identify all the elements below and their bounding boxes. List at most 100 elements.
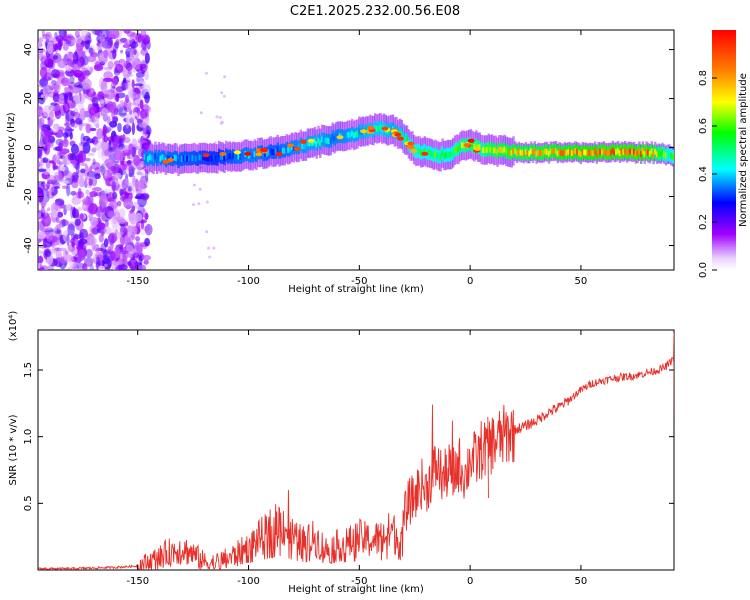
ridge-core bbox=[221, 154, 224, 160]
ridge-core bbox=[590, 149, 593, 156]
noise-speck bbox=[212, 246, 216, 250]
ridge-core bbox=[356, 131, 359, 137]
ridge-core bbox=[283, 147, 286, 154]
noise-blob bbox=[58, 171, 62, 182]
noise-blob bbox=[132, 175, 136, 188]
noise-blob bbox=[71, 171, 79, 184]
ridge-core bbox=[248, 152, 251, 159]
noise-blob bbox=[38, 42, 43, 48]
noise-blob bbox=[65, 65, 72, 72]
noise-blob bbox=[104, 149, 112, 157]
noise-blob bbox=[114, 41, 120, 49]
snr-x-axis-title: Height of straight line (km) bbox=[288, 584, 424, 595]
noise-blob bbox=[73, 69, 83, 78]
noise-blob bbox=[44, 72, 52, 81]
noise-blob bbox=[71, 241, 75, 248]
noise-blob bbox=[79, 228, 88, 239]
ridge-core bbox=[179, 156, 182, 163]
ridge-core bbox=[294, 143, 297, 150]
ridge-core bbox=[627, 148, 630, 155]
noise-blob bbox=[89, 69, 93, 74]
noise-blob bbox=[57, 39, 62, 51]
ridge-core bbox=[634, 150, 637, 157]
x-tick-label: -100 bbox=[237, 276, 260, 287]
noise-blob bbox=[50, 104, 55, 111]
noise-blob bbox=[51, 245, 58, 253]
noise-blob bbox=[139, 99, 144, 110]
noise-blob bbox=[139, 108, 148, 120]
ridge-core bbox=[313, 138, 317, 145]
ridge-hotspot bbox=[474, 147, 481, 151]
noise-blob bbox=[85, 87, 96, 98]
ridge-core bbox=[429, 150, 432, 157]
noise-speck bbox=[205, 200, 209, 204]
noise-blob bbox=[90, 161, 101, 171]
noise-blob bbox=[133, 154, 141, 166]
snr-plot: -150 -100 -50 0 50 0.5 1.0 1.5 Height of straig… bbox=[8, 311, 675, 595]
ridge-core bbox=[189, 155, 193, 162]
noise-blob bbox=[42, 157, 48, 164]
noise-blob bbox=[123, 234, 132, 246]
noise-blob bbox=[79, 108, 87, 121]
noise-blob bbox=[118, 105, 128, 118]
ridge-core bbox=[319, 140, 322, 147]
noise-blob bbox=[124, 178, 129, 187]
snr-multiplier-label: (x10⁴) bbox=[8, 311, 19, 342]
noise-blob bbox=[76, 191, 85, 199]
ridge-core bbox=[650, 148, 653, 155]
colorbar-tick-label: 0.6 bbox=[698, 118, 709, 134]
noise-blob bbox=[44, 227, 55, 233]
ridge-core bbox=[512, 148, 515, 154]
noise-blob bbox=[112, 191, 118, 200]
noise-blob bbox=[114, 229, 119, 235]
snr-y-axis-title: SNR (10 * v/v) bbox=[8, 414, 19, 485]
ridge-core bbox=[400, 131, 403, 138]
noise-blob bbox=[129, 35, 133, 44]
ridge-core bbox=[629, 148, 632, 155]
ridge-core bbox=[237, 153, 240, 160]
noise-blob bbox=[115, 231, 122, 244]
noise-blob bbox=[96, 44, 102, 52]
ridge-core bbox=[538, 150, 542, 156]
noise-blob bbox=[63, 30, 68, 37]
noise-blob bbox=[80, 168, 86, 174]
noise-blob bbox=[38, 37, 44, 43]
ridge-core bbox=[553, 148, 556, 155]
noise-blob bbox=[49, 111, 54, 119]
noise-blob bbox=[101, 107, 109, 119]
noise-speck bbox=[198, 187, 202, 191]
ridge-core bbox=[375, 126, 379, 132]
noise-blob bbox=[118, 244, 124, 251]
noise-blob bbox=[135, 93, 144, 100]
noise-blob bbox=[94, 244, 100, 253]
ridge-core bbox=[586, 150, 590, 157]
ridge-core bbox=[306, 140, 310, 147]
noise-blob bbox=[122, 134, 126, 141]
ridge-core bbox=[475, 142, 478, 148]
ridge-core bbox=[271, 149, 274, 155]
noise-blob bbox=[119, 250, 129, 255]
noise-blob bbox=[65, 33, 74, 39]
noise-blob bbox=[38, 262, 41, 269]
ridge-core bbox=[287, 147, 290, 153]
noise-blob bbox=[128, 212, 138, 225]
noise-blob bbox=[103, 188, 111, 194]
noise-blob bbox=[102, 40, 111, 50]
noise-blob bbox=[95, 206, 104, 218]
noise-blob bbox=[54, 31, 58, 39]
ridge-core bbox=[608, 149, 611, 156]
noise-blob bbox=[107, 245, 112, 256]
ridge-core bbox=[234, 154, 237, 160]
ridge-core bbox=[154, 153, 157, 160]
noise-blob bbox=[40, 127, 50, 140]
x-tick-label: -100 bbox=[237, 576, 260, 587]
ridge-core bbox=[542, 149, 545, 156]
ridge-hotspot bbox=[219, 152, 227, 156]
noise-blob bbox=[93, 64, 104, 72]
colorbar-tick-label: 0.0 bbox=[698, 262, 709, 278]
ridge-core bbox=[549, 148, 552, 155]
ridge-core bbox=[570, 149, 574, 156]
ridge-core bbox=[214, 155, 217, 162]
noise-blob bbox=[143, 225, 150, 232]
noise-blob bbox=[45, 31, 52, 41]
